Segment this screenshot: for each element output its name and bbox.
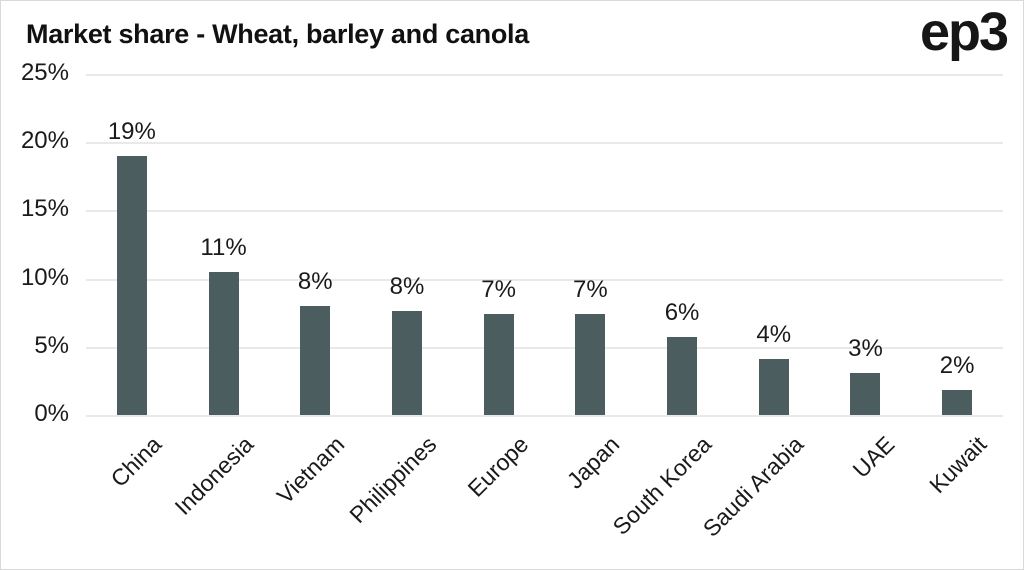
value-label-philippines: 8% — [389, 273, 425, 301]
y-axis-tick-10: 10% — [20, 263, 69, 291]
value-label-saudi-arabia: 4% — [756, 321, 792, 349]
gridline-10 — [86, 278, 1003, 281]
gridline-0 — [86, 415, 1003, 417]
y-axis-tick-25: 25% — [20, 59, 69, 86]
bar-europe — [483, 314, 514, 415]
y-axis-tick-0: 0% — [34, 400, 69, 427]
gridline-15 — [86, 210, 1003, 213]
value-label-europe: 7% — [481, 276, 516, 304]
value-label-japan: 7% — [573, 276, 608, 304]
bar-kuwait — [942, 390, 973, 415]
value-label-vietnam: 8% — [297, 267, 333, 295]
value-label-uae: 3% — [848, 334, 883, 362]
value-label-china: 19% — [107, 117, 156, 145]
bar-china — [116, 155, 147, 415]
bar-saudi-arabia — [758, 359, 789, 415]
gridline-20 — [86, 142, 1003, 145]
bar-japan — [575, 314, 606, 415]
plot-area — [86, 74, 1003, 417]
chart-title: Market share - Wheat, barley and canola — [26, 19, 529, 49]
gridline-25 — [86, 74, 1003, 76]
bar-south-korea — [667, 337, 698, 415]
value-label-south-korea: 6% — [664, 299, 700, 327]
y-axis-tick-5: 5% — [34, 331, 69, 359]
value-label-kuwait: 2% — [939, 352, 975, 380]
bar-uae — [850, 372, 881, 415]
value-label-indonesia: 11% — [200, 233, 247, 261]
bar-indonesia — [208, 271, 239, 415]
y-axis-tick-15: 15% — [20, 195, 69, 223]
y-axis-tick-20: 20% — [20, 127, 69, 155]
ep3-logo: ep3 — [919, 2, 1009, 62]
gridline-5 — [86, 346, 1003, 349]
bar-philippines — [391, 311, 422, 415]
bar-vietnam — [300, 305, 331, 415]
